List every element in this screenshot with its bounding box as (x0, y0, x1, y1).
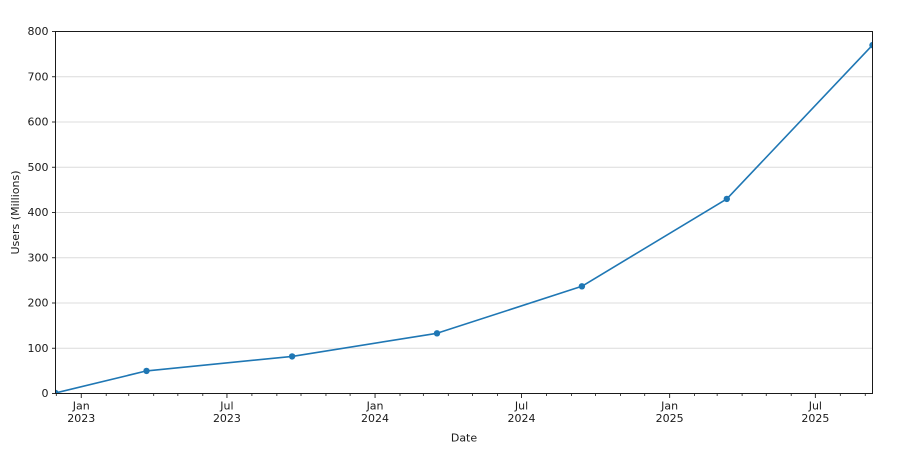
series-line (55, 44, 873, 394)
data-point-marker (869, 41, 873, 49)
x-tick-label-month: Jul (808, 400, 822, 413)
data-point-marker (723, 195, 730, 203)
y-tick-label: 600 (28, 116, 49, 129)
x-tick-label-year: 2024 (361, 412, 389, 425)
y-tick-label: 0 (42, 387, 49, 400)
x-tick-label-year: 2024 (508, 412, 536, 425)
x-tick-label-month: Jan (366, 400, 384, 413)
x-tick-label-year: 2025 (801, 412, 829, 425)
y-tick-label: 500 (28, 161, 49, 174)
y-tick-label: 100 (28, 342, 49, 355)
y-tick-label: 300 (28, 251, 49, 264)
x-axis-label: Date (451, 432, 478, 445)
x-tick-label-year: 2025 (656, 412, 684, 425)
x-tick-label-month: Jul (514, 400, 528, 413)
data-point-marker (578, 283, 586, 290)
data-point-marker (143, 367, 150, 375)
y-tick-label: 200 (28, 297, 49, 310)
y-tick-label: 400 (28, 206, 49, 219)
series-users (55, 41, 873, 394)
y-axis-label: Users (Millions) (9, 170, 22, 254)
plot-area: 0100200300400500600700800Jan2023Jul2023J… (28, 25, 873, 425)
data-point-marker (433, 330, 441, 337)
x-tick-label-month: Jan (660, 400, 678, 413)
y-tick-label: 700 (28, 70, 49, 83)
y-tick-label: 800 (28, 25, 49, 38)
data-point-marker (288, 353, 296, 360)
x-tick-label-month: Jan (72, 400, 90, 413)
plot-border (55, 31, 873, 394)
x-tick-label-month: Jul (219, 400, 233, 413)
x-tick-label-year: 2023 (213, 412, 241, 425)
data-point-marker (55, 389, 59, 394)
x-tick-label-year: 2023 (67, 412, 95, 425)
